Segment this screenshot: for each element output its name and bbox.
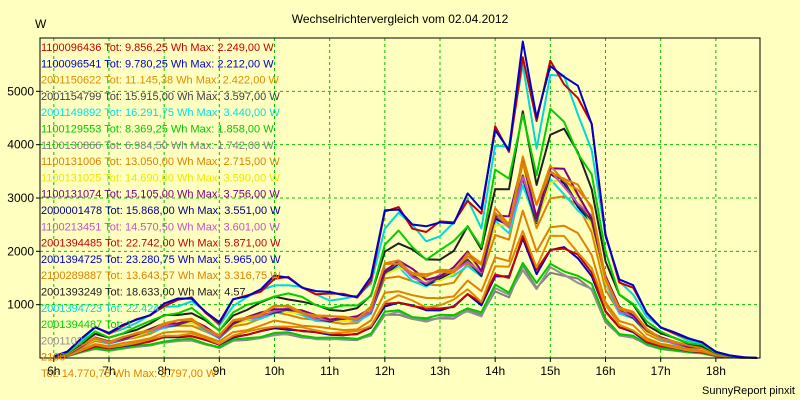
legend-entry: 2001394487 Tot: 1 [41,319,132,331]
legend-entry: 1100096436 Tot: 9.856,25 Wh Max: 2.249,0… [41,42,274,54]
series-line [53,40,758,359]
legend-entry: 2000001478 Tot: 15.868,00 Wh Max: 3.551,… [41,205,281,217]
legend: 1100096436 Tot: 9.856,25 Wh Max: 2.249,0… [41,42,281,380]
y-axis-unit: W [35,17,47,31]
footer-credit: SunnyReport pinxit [702,385,795,397]
x-tick-label: 12h [375,364,395,378]
x-tick-label: 6h [47,364,60,378]
legend-entry: 2001154799 Tot: 15.915,00 Wh Max: 3.597,… [41,91,280,103]
legend-entry: 2001394723 Tot: 22.424, [41,303,163,315]
x-tick-label: 14h [485,364,505,378]
legend-entry: Tot: 14.770,75 Wh Max: 3.797,00 W [41,368,217,380]
x-tick-label: 11h [320,364,339,378]
legend-entry: 1100131025 Tot: 14.690,00 Wh Max: 3.590,… [41,172,280,184]
chart-title: Wechselrichtervergleich vom 02.04.2012 [292,12,509,26]
y-tick-label: 3000 [7,191,34,205]
legend-entry: 2001149892 Tot: 16.291,75 Wh Max: 3.440,… [41,107,280,119]
series-line [53,230,758,359]
legend-entry: 1100131006 Tot: 13.050,00 Wh Max: 2.715,… [41,156,280,168]
legend-entry: 1100130866 Tot: 6.984,50 Wh Max: 1.742,0… [41,140,274,152]
y-tick-label: 1000 [7,298,34,312]
x-tick-label: 8h [157,364,170,378]
legend-entry: 2001394485 Tot: 22.742,00 Wh Max: 5.871,… [41,238,281,250]
series-line [53,155,758,359]
series-line [53,261,758,359]
x-tick-label: 16h [596,364,616,378]
legend-entry: 1100129553 Tot: 8.369,25 Wh Max: 1.858,0… [41,124,274,136]
y-tick-label: 2000 [7,244,34,258]
x-tick-label: 18h [706,364,726,378]
legend-entry: 2100289887 Tot: 13.643,57 Wh Max: 3.316,… [41,270,281,282]
series-line [53,160,758,359]
legend-entry: 1100131074 Tot: 15.105,00 Wh Max: 3.756,… [41,189,280,201]
legend-entry: 2001393249 Tot: 18.633,00 Wh Max: 4.57 [41,287,246,299]
legend-entry: 2001102 [41,335,83,347]
y-axis-ticks: 1000 2000 3000 4000 5000 [7,84,40,312]
x-tick-label: 15h [540,364,560,378]
legend-entry: 2001150622 Tot: 11.145,38 Wh Max: 2.422,… [41,75,280,87]
legend-entry: 2100 [41,352,65,364]
x-tick-label: 10h [264,364,284,378]
series-line [53,107,758,359]
y-tick-label: 4000 [7,138,34,152]
series-layer [53,40,758,359]
x-tick-label: 13h [430,364,450,378]
y-tick-label: 5000 [7,84,34,98]
x-tick-label: 9h [213,364,226,378]
series-line [53,209,758,359]
series-line [53,266,758,359]
legend-entry: 1100213451 Tot: 14.570,50 Wh Max: 3.601,… [41,221,280,233]
legend-entry: 2001394725 Tot: 23.280,75 Wh Max: 5.965,… [41,254,281,266]
x-axis-ticks: 6h 7h 8h 9h 10h 11h 12h 13h 14h 15h 16h 17h 18h [47,358,726,378]
x-tick-label: 17h [651,364,671,378]
legend-entry: 1100096541 Tot: 9.780,25 Wh Max: 2.212,0… [41,58,274,70]
x-tick-label: 7h [102,364,115,378]
